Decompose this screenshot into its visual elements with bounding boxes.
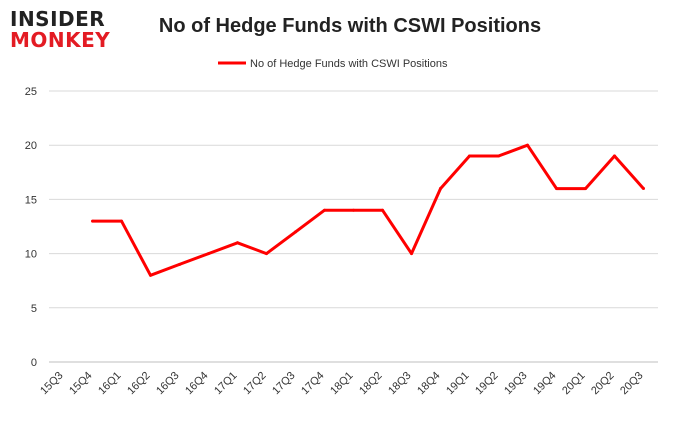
logo-line-2: MONKEY: [10, 28, 111, 52]
x-tick-16Q2: 16Q2: [125, 370, 153, 398]
x-tick-20Q1: 20Q1: [560, 370, 588, 398]
chart-title: No of Hedge Funds with CSWI Positions: [158, 15, 542, 37]
grid-lines: [49, 90, 658, 363]
y-tick-labels: 0 5 10 15 20 25: [25, 86, 37, 369]
data-point-17Q1: [236, 241, 239, 245]
data-point-19Q3: [526, 143, 529, 147]
data-point-20Q3: [642, 187, 645, 191]
data-point-15Q4: [91, 219, 94, 223]
x-tick-17Q1: 17Q1: [212, 370, 240, 398]
x-tick-17Q4: 17Q4: [299, 370, 327, 398]
y-tick-0: 0: [31, 357, 37, 369]
x-tick-16Q3: 16Q3: [154, 370, 182, 398]
y-tick-10: 10: [25, 249, 37, 261]
x-tick-20Q3: 20Q3: [618, 370, 646, 398]
data-point-20Q1: [584, 187, 587, 191]
x-tick-19Q3: 19Q3: [502, 370, 530, 398]
data-point-17Q4: [323, 208, 326, 212]
x-tick-19Q2: 19Q2: [473, 370, 501, 398]
x-tick-18Q3: 18Q3: [386, 370, 414, 398]
data-point-16Q2: [149, 273, 152, 277]
data-point-19Q1: [468, 154, 471, 158]
y-tick-25: 25: [25, 86, 37, 98]
data-point-17Q2: [265, 252, 268, 256]
x-tick-16Q4: 16Q4: [183, 370, 211, 398]
series-group: [91, 143, 645, 277]
legend: No of Hedge Funds with CSWI Positions: [218, 58, 448, 70]
x-tick-20Q2: 20Q2: [589, 370, 617, 398]
x-tick-17Q3: 17Q3: [270, 370, 298, 398]
data-point-20Q2: [613, 154, 616, 158]
logo-line-1: INSIDER: [10, 7, 106, 31]
x-tick-15Q4: 15Q4: [67, 370, 95, 398]
data-point-18Q2: [381, 208, 384, 212]
x-tick-18Q4: 18Q4: [415, 370, 443, 398]
series-line-0: [92, 143, 645, 277]
x-tick-labels: 15Q3 15Q4 16Q1 16Q2 16Q3 16Q4 17Q1 17Q2 17Q3 17Q4…: [38, 370, 646, 398]
x-tick-16Q1: 16Q1: [96, 370, 124, 398]
data-point-16Q3: [178, 262, 181, 266]
legend-label: No of Hedge Funds with CSWI Positions: [250, 58, 448, 70]
data-point-17Q3: [294, 230, 297, 234]
data-point-18Q1: [352, 208, 355, 212]
y-tick-20: 20: [25, 140, 37, 152]
y-tick-5: 5: [31, 303, 37, 315]
x-tick-18Q1: 18Q1: [328, 370, 356, 398]
x-tick-19Q4: 19Q4: [531, 370, 559, 398]
x-tick-17Q2: 17Q2: [241, 370, 269, 398]
data-point-19Q2: [497, 154, 500, 158]
data-point-19Q4: [555, 187, 558, 191]
y-tick-15: 15: [25, 194, 37, 206]
data-point-18Q4: [439, 187, 442, 191]
x-tick-18Q2: 18Q2: [357, 370, 385, 398]
data-point-18Q3: [410, 252, 413, 256]
data-point-16Q1: [120, 219, 123, 223]
x-tick-15Q3: 15Q3: [38, 370, 66, 398]
x-tick-19Q1: 19Q1: [444, 370, 472, 398]
insider-monkey-logo: INSIDER MONKEY: [10, 8, 128, 52]
data-point-16Q4: [207, 252, 210, 256]
